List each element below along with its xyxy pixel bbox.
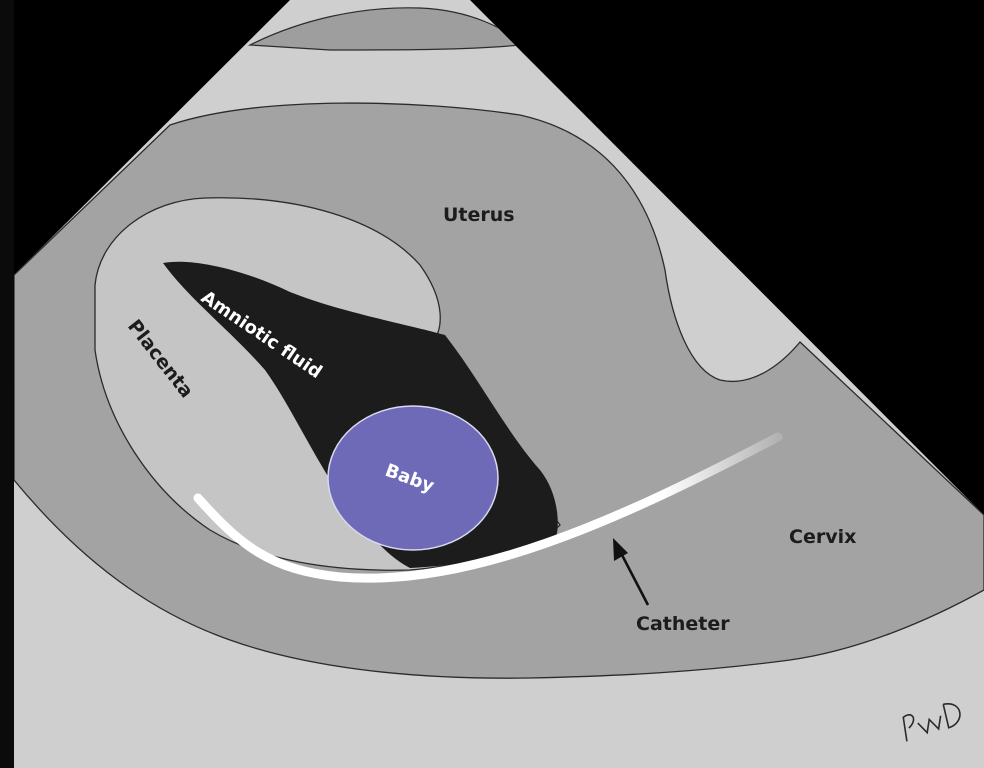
catheter-label: Catheter bbox=[636, 613, 730, 635]
catheter-line bbox=[193, 432, 783, 583]
left-edge-strip bbox=[0, 0, 14, 768]
cervix-label: Cervix bbox=[789, 526, 856, 548]
signature-mark bbox=[902, 703, 961, 742]
top-tissue bbox=[247, 7, 522, 51]
uterus-label: Uterus bbox=[443, 204, 515, 226]
catheter-arrow-line bbox=[620, 554, 650, 606]
catheter-arrow-head bbox=[613, 538, 628, 561]
baby-circle bbox=[327, 405, 499, 551]
